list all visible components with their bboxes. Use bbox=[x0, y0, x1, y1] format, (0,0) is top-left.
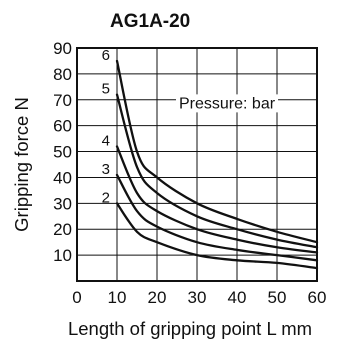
x-tick-label: 50 bbox=[268, 288, 287, 307]
x-tick-label: 20 bbox=[148, 288, 167, 307]
plot-frame bbox=[76, 47, 318, 282]
y-tick-label: 70 bbox=[53, 91, 72, 110]
series-line-3 bbox=[115, 173, 319, 262]
series-line-5 bbox=[115, 93, 319, 249]
y-tick-label: 20 bbox=[53, 220, 72, 239]
series-label-3: 3 bbox=[102, 161, 110, 178]
y-tick-label: 50 bbox=[53, 143, 72, 162]
y-tick-label: 10 bbox=[53, 246, 72, 265]
series-label-6: 6 bbox=[102, 47, 110, 64]
x-tick-label: 10 bbox=[108, 288, 127, 307]
grid-lines bbox=[77, 48, 317, 281]
y-axis-label: Gripping force N bbox=[11, 97, 32, 232]
x-tick-label: 40 bbox=[228, 288, 247, 307]
y-tick-label: 30 bbox=[53, 194, 72, 213]
series-label-2: 2 bbox=[102, 189, 110, 206]
y-tick-label: 60 bbox=[53, 117, 72, 136]
x-tick-label: 60 bbox=[308, 288, 327, 307]
series-line-2 bbox=[115, 202, 319, 270]
y-tick-label: 80 bbox=[53, 65, 72, 84]
series-line-4 bbox=[115, 145, 319, 254]
x-tick-label: 30 bbox=[188, 288, 207, 307]
series-label-5: 5 bbox=[102, 81, 110, 98]
y-axis-ticks: 10 20 30 40 50 60 70 80 90 bbox=[53, 39, 72, 265]
y-tick-label: 40 bbox=[53, 168, 72, 187]
chart-title: AG1A-20 bbox=[110, 11, 190, 32]
pressure-annotation: Pressure: bar bbox=[179, 95, 276, 112]
x-axis-label: Length of gripping point L mm bbox=[68, 318, 312, 339]
x-axis-ticks: 0 10 20 30 40 50 60 bbox=[72, 288, 326, 307]
y-tick-label: 90 bbox=[53, 39, 72, 58]
annotation-background bbox=[176, 94, 279, 113]
x-tick-label: 0 bbox=[72, 288, 81, 307]
series-label-4: 4 bbox=[102, 132, 110, 149]
series-lines bbox=[115, 59, 319, 270]
series-labels: 6 5 4 3 2 bbox=[102, 47, 110, 206]
series-line-6 bbox=[115, 59, 319, 244]
